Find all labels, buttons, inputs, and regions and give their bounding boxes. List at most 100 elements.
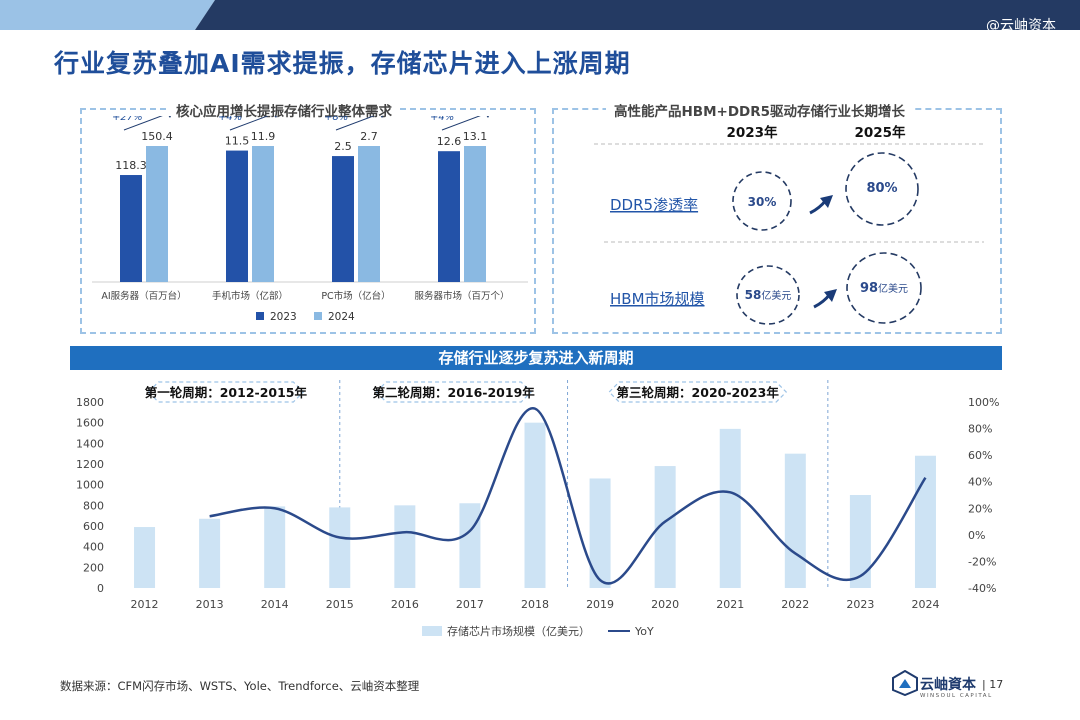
bar-2024-1	[252, 146, 274, 282]
growth-arrow-3	[441, 116, 481, 131]
x-label-2017: 2017	[456, 598, 484, 611]
hbm-2025-value: 98亿美元	[860, 281, 908, 296]
cycle-label-2: 第三轮周期：2020-2023年	[617, 385, 780, 400]
hbm-2025-unit: 亿美元	[878, 282, 908, 295]
x-label-2022: 2022	[781, 598, 809, 611]
ddr5-2023-value: 30%	[748, 195, 777, 209]
growth-annotation-3: +4%	[430, 116, 454, 123]
bar-2023-3	[438, 151, 460, 282]
hbm-2023-value: 58亿美元	[745, 288, 792, 302]
right-panel-title: 高性能产品HBM+DDR5驱动存储行业长期增长	[606, 100, 914, 120]
right-axis-tick-3: 20%	[968, 502, 992, 515]
ddr5-2025-circle	[845, 152, 919, 226]
category-label-0: AI服务器（百万台）	[101, 290, 186, 302]
page-number: | 17	[982, 678, 1004, 691]
label-2024-3: 13.1	[463, 130, 488, 143]
page-title: 行业复苏叠加AI需求提振，存储芯片进入上涨周期	[54, 49, 631, 78]
top-banner-navy-band	[195, 0, 1080, 30]
hbm-arrowhead	[824, 289, 837, 302]
growth-arrowhead-0	[168, 116, 171, 118]
left-axis-tick-6: 1200	[76, 458, 104, 471]
storage-market-chart: 第一轮周期：2012-2015年 第二轮周期：2016-2019年 第三轮周期：20…	[76, 380, 999, 638]
category-label-2: PC市场（亿台）	[321, 290, 390, 302]
core-applications-chart: 118.3 150.4 +27% AI服务器（百万台） 11.5 11.9 +4% 手机市场（…	[92, 116, 528, 323]
right-axis-tick-6: 80%	[968, 423, 992, 436]
market-bar-2024	[914, 455, 936, 588]
right-axis-tick-4: 40%	[968, 476, 992, 489]
logo-text: 云岫資本	[920, 677, 976, 693]
col-header-2025: 2025年	[854, 124, 906, 141]
market-bar-2020	[654, 466, 676, 588]
section-banner: 存储行业逐步复苏进入新周期	[70, 346, 1002, 370]
bar-2024-2	[358, 146, 380, 282]
x-label-2021: 2021	[716, 598, 744, 611]
x-label-2024: 2024	[911, 598, 939, 611]
x-label-2016: 2016	[391, 598, 419, 611]
growth-arrowhead-1	[274, 116, 277, 118]
market-bar-2012	[134, 527, 156, 588]
left-axis-tick-8: 1600	[76, 417, 104, 430]
logo-subtext: WINSOUL CAPITAL	[920, 693, 993, 699]
left-axis-tick-4: 800	[83, 499, 104, 512]
hbm-2023-number: 58	[745, 288, 762, 302]
top-banner-light-band	[0, 0, 215, 30]
growth-annotation-2: +8%	[324, 116, 348, 123]
x-label-2014: 2014	[261, 598, 289, 611]
growth-annotation-0: +27%	[112, 116, 143, 123]
market-bar-2014	[264, 506, 286, 588]
x-label-2012: 2012	[131, 598, 159, 611]
cycle-label-1: 第二轮周期：2016-2019年	[373, 385, 536, 400]
left-axis-tick-2: 400	[83, 541, 104, 554]
left-axis-tick-3: 600	[83, 520, 104, 533]
yoy-line	[209, 407, 927, 585]
left-axis-tick-7: 1400	[76, 437, 104, 450]
bar-2024-3	[464, 146, 486, 282]
label-2024-1: 11.9	[251, 130, 276, 143]
market-bar-2016	[394, 505, 416, 588]
row-label-ddr5: DDR5渗透率	[610, 196, 698, 214]
watermark: @云岫资本	[986, 18, 1056, 34]
right-axis-tick-1: -20%	[968, 555, 996, 568]
data-source: 数据来源：CFM闪存市场、WSTS、Yole、Trendforce、云岫资本整理	[60, 679, 420, 693]
legend-swatch-2024	[314, 312, 322, 320]
hbm-ddr5-graphic: 2023年 2025年 DDR5渗透率 30% 80% HBM市场规模 58亿美…	[594, 124, 984, 325]
label-2023-1: 11.5	[225, 135, 250, 148]
left-panel-title: 核心应用增长提振存储行业整体需求	[168, 100, 400, 120]
cycle-box-2	[608, 381, 788, 403]
right-axis-tick-7: 100%	[968, 396, 999, 409]
x-label-2013: 2013	[196, 598, 224, 611]
left-axis-tick-0: 0	[97, 582, 104, 595]
hbm-2023-unit: 亿美元	[761, 289, 791, 302]
left-axis-tick-9: 1800	[76, 396, 104, 409]
cycle-label-0: 第一轮周期：2012-2015年	[145, 385, 308, 400]
winsoul-logo-icon	[892, 670, 918, 696]
growth-arrow-1	[229, 116, 269, 131]
ddr5-2025-value: 80%	[866, 181, 897, 196]
legend-label-2024: 2024	[328, 311, 355, 323]
right-axis-tick-2: 0%	[968, 529, 985, 542]
label-2023-3: 12.6	[437, 135, 462, 148]
hbm-2025-circle	[846, 252, 922, 324]
category-label-1: 手机市场（亿部）	[212, 290, 288, 302]
ddr5-arrowhead	[820, 195, 833, 208]
hbm-2023-circle	[736, 265, 800, 325]
category-label-3: 服务器市场（百万个）	[414, 290, 509, 302]
market-bar-2023	[849, 495, 871, 588]
market-bar-2013	[199, 518, 221, 588]
left-axis-tick-1: 200	[83, 561, 104, 574]
cycle-box-1	[375, 381, 532, 403]
ddr5-2023-circle	[732, 171, 792, 231]
legend-label-yoy: YoY	[634, 625, 654, 638]
legend-label-market: 存储芯片市场规模（亿美元）	[447, 624, 590, 638]
hbm-2025-number: 98	[860, 281, 878, 296]
col-header-2023: 2023年	[726, 124, 778, 141]
legend-swatch-2023	[256, 312, 264, 320]
right-axis-tick-0: -40%	[968, 582, 996, 595]
market-bar-2022	[784, 453, 806, 588]
bar-2023-2	[332, 156, 354, 282]
x-label-2020: 2020	[651, 598, 679, 611]
market-bar-2019	[589, 478, 611, 588]
market-bar-2017	[459, 503, 481, 588]
label-2024-0: 150.4	[141, 130, 173, 143]
row-label-hbm: HBM市场规模	[610, 290, 705, 308]
